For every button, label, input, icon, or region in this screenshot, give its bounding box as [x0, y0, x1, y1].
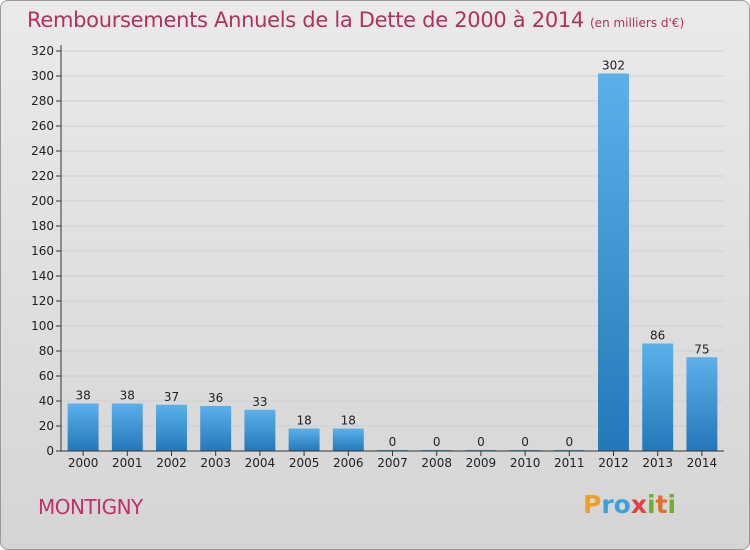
x-tick-label: 2003 [200, 456, 231, 470]
y-tick-label: 160 [31, 244, 54, 258]
logo-letter: P [583, 490, 602, 519]
bar-value-label: 37 [164, 390, 179, 404]
logo-letter: x [630, 490, 647, 519]
y-tick-label: 120 [31, 294, 54, 308]
y-tick-label: 260 [31, 119, 54, 133]
x-tick-label: 2004 [245, 456, 276, 470]
bar-value-label: 33 [252, 395, 267, 409]
y-tick-label: 200 [31, 194, 54, 208]
y-tick-label: 240 [31, 144, 54, 158]
x-tick-label: 2013 [642, 456, 673, 470]
logo-letter: o [613, 490, 631, 519]
y-tick-label: 60 [39, 369, 54, 383]
bar [156, 404, 187, 451]
x-tick-label: 2002 [156, 456, 187, 470]
y-tick-label: 0 [46, 444, 54, 458]
y-tick-label: 220 [31, 169, 54, 183]
bar [67, 403, 99, 451]
bar-value-label: 0 [389, 435, 397, 449]
bar-value-label: 86 [650, 329, 665, 343]
bar [244, 409, 276, 451]
y-tick-label: 40 [39, 394, 54, 408]
bar-value-label: 18 [341, 414, 356, 428]
bar-value-label: 0 [477, 435, 485, 449]
city-name: MONTIGNY [38, 495, 143, 519]
bar-value-label: 302 [602, 59, 625, 73]
logo-letter: t [655, 490, 668, 519]
bar [332, 428, 364, 451]
chart-title: Remboursements Annuels de la Dette de 20… [27, 8, 684, 32]
y-tick-label: 80 [39, 344, 54, 358]
bar [288, 428, 320, 451]
x-tick-label: 2001 [112, 456, 143, 470]
x-tick-label: 2010 [510, 456, 541, 470]
bar-value-label: 0 [565, 435, 573, 449]
bar-value-label: 18 [296, 414, 311, 428]
x-tick-label: 2014 [687, 456, 718, 470]
x-tick-label: 2006 [333, 456, 364, 470]
y-tick-label: 180 [31, 219, 54, 233]
proxiti-logo: Proxiti [583, 490, 676, 519]
y-tick-label: 300 [31, 69, 54, 83]
bar [686, 357, 718, 451]
bar [598, 73, 629, 451]
bar-value-label: 38 [75, 389, 90, 403]
y-tick-label: 320 [31, 44, 54, 58]
bar [200, 406, 232, 451]
bar-value-label: 36 [208, 391, 223, 405]
x-tick-label: 2009 [466, 456, 497, 470]
y-tick-label: 280 [31, 94, 54, 108]
y-tick-label: 20 [39, 419, 54, 433]
bar-value-label: 75 [694, 342, 709, 356]
x-tick-label: 2012 [598, 456, 629, 470]
bar [111, 403, 143, 451]
x-tick-label: 2007 [377, 456, 408, 470]
chart-title-text: Remboursements Annuels de la Dette de 20… [27, 8, 584, 32]
x-tick-label: 2005 [289, 456, 320, 470]
x-tick-label: 2000 [68, 456, 99, 470]
x-tick-label: 2011 [554, 456, 585, 470]
bar [642, 343, 674, 451]
logo-letter: i [667, 490, 677, 519]
bar-value-label: 0 [521, 435, 529, 449]
y-tick-label: 100 [31, 319, 54, 333]
x-tick-label: 2008 [421, 456, 452, 470]
bar-value-label: 0 [433, 435, 441, 449]
bar-value-label: 38 [120, 389, 135, 403]
y-tick-label: 140 [31, 269, 54, 283]
logo-letter: r [601, 490, 614, 519]
logo-letter: i [647, 490, 656, 519]
chart-unit: (en milliers d'€) [590, 16, 685, 30]
